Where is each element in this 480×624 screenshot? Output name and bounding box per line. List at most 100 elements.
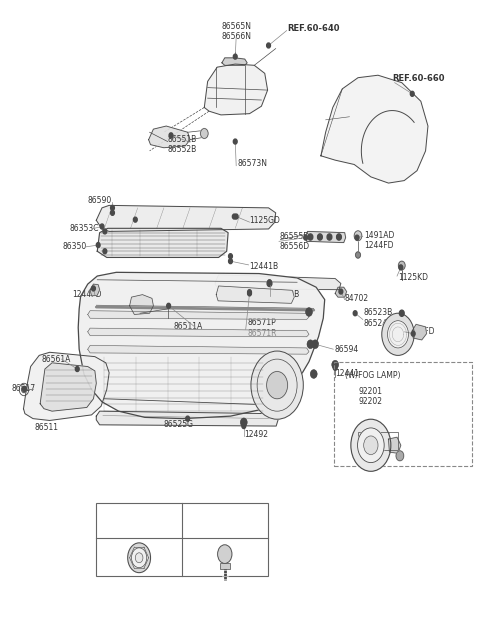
Circle shape — [241, 419, 247, 426]
Text: 1125AD: 1125AD — [211, 514, 241, 522]
Polygon shape — [96, 411, 278, 426]
Polygon shape — [149, 126, 190, 148]
Text: 86594: 86594 — [334, 344, 359, 354]
Circle shape — [248, 290, 252, 295]
Polygon shape — [215, 275, 341, 290]
Circle shape — [110, 210, 114, 215]
Circle shape — [169, 133, 173, 138]
Polygon shape — [40, 363, 96, 411]
Text: 1125GD: 1125GD — [250, 216, 280, 225]
Circle shape — [311, 370, 317, 378]
Polygon shape — [88, 311, 309, 319]
Circle shape — [201, 129, 208, 139]
Text: 86571P
86571R: 86571P 86571R — [247, 318, 276, 338]
Circle shape — [75, 366, 79, 371]
Circle shape — [358, 428, 384, 462]
Polygon shape — [130, 295, 154, 314]
Text: 86565N
86566N: 86565N 86566N — [221, 21, 251, 41]
Circle shape — [411, 331, 415, 336]
Circle shape — [308, 234, 313, 240]
Circle shape — [100, 224, 104, 229]
Text: 86590: 86590 — [88, 196, 112, 205]
Circle shape — [232, 214, 236, 219]
Polygon shape — [335, 287, 347, 297]
Text: 86573N: 86573N — [238, 158, 268, 168]
Text: REF.60-640: REF.60-640 — [288, 24, 340, 32]
Circle shape — [312, 341, 318, 348]
Text: 12492: 12492 — [244, 430, 268, 439]
Circle shape — [234, 214, 238, 219]
Text: 86517: 86517 — [12, 384, 36, 393]
Polygon shape — [24, 353, 109, 421]
Circle shape — [233, 54, 237, 59]
Circle shape — [267, 43, 270, 48]
Circle shape — [399, 265, 403, 270]
Circle shape — [356, 252, 360, 258]
Text: 1244FD: 1244FD — [365, 241, 394, 250]
Circle shape — [318, 234, 322, 240]
Text: 86353C: 86353C — [70, 225, 99, 233]
Circle shape — [354, 231, 362, 241]
Circle shape — [353, 311, 357, 316]
Circle shape — [308, 341, 313, 348]
Circle shape — [96, 243, 100, 248]
Text: 1244FD: 1244FD — [72, 290, 102, 299]
Circle shape — [128, 543, 151, 573]
Circle shape — [242, 424, 246, 429]
Text: REF.60-660: REF.60-660 — [392, 74, 445, 84]
Circle shape — [267, 280, 271, 285]
Polygon shape — [90, 284, 100, 296]
Text: 86525G: 86525G — [164, 421, 194, 429]
Polygon shape — [412, 324, 427, 340]
Polygon shape — [88, 346, 309, 354]
Circle shape — [398, 261, 405, 270]
Circle shape — [355, 235, 359, 240]
Text: 1125KD: 1125KD — [398, 273, 428, 282]
Text: 84702: 84702 — [345, 294, 369, 303]
Circle shape — [103, 229, 107, 234]
Bar — [334, 361, 472, 466]
Circle shape — [382, 313, 414, 356]
Polygon shape — [78, 272, 324, 419]
Circle shape — [399, 310, 404, 316]
Circle shape — [233, 139, 237, 144]
Circle shape — [167, 303, 170, 308]
Circle shape — [327, 234, 332, 240]
Polygon shape — [216, 286, 294, 303]
Circle shape — [92, 286, 96, 291]
Text: 86523B
86524C: 86523B 86524C — [364, 308, 393, 328]
Circle shape — [387, 321, 408, 348]
Circle shape — [267, 280, 272, 286]
Circle shape — [135, 553, 143, 563]
Circle shape — [332, 361, 338, 368]
Circle shape — [110, 205, 114, 210]
Text: 92201
92202: 92201 92202 — [358, 387, 382, 406]
Circle shape — [396, 451, 404, 461]
Text: 1244FD: 1244FD — [406, 328, 435, 336]
Text: (W/FOG LAMP): (W/FOG LAMP) — [345, 371, 400, 380]
Circle shape — [351, 419, 391, 471]
Text: 1491AD: 1491AD — [365, 231, 395, 240]
Text: 12441: 12441 — [335, 369, 359, 379]
Text: 1327AC: 1327AC — [116, 514, 145, 522]
Circle shape — [248, 291, 252, 296]
Text: 86561A: 86561A — [41, 354, 71, 364]
Polygon shape — [321, 76, 428, 183]
Circle shape — [333, 365, 337, 370]
Text: 18647: 18647 — [366, 432, 390, 442]
Text: 86551B
86552B: 86551B 86552B — [168, 135, 197, 154]
Circle shape — [133, 217, 137, 222]
Circle shape — [304, 235, 308, 240]
Circle shape — [132, 548, 147, 568]
Text: 86350: 86350 — [63, 242, 87, 251]
Polygon shape — [96, 205, 276, 232]
Text: 12441B: 12441B — [250, 261, 279, 271]
Circle shape — [336, 234, 341, 240]
Circle shape — [410, 91, 414, 96]
Circle shape — [313, 342, 317, 347]
Circle shape — [228, 254, 232, 259]
Circle shape — [217, 545, 232, 563]
Circle shape — [267, 371, 288, 399]
Polygon shape — [204, 64, 267, 115]
Circle shape — [306, 308, 312, 316]
